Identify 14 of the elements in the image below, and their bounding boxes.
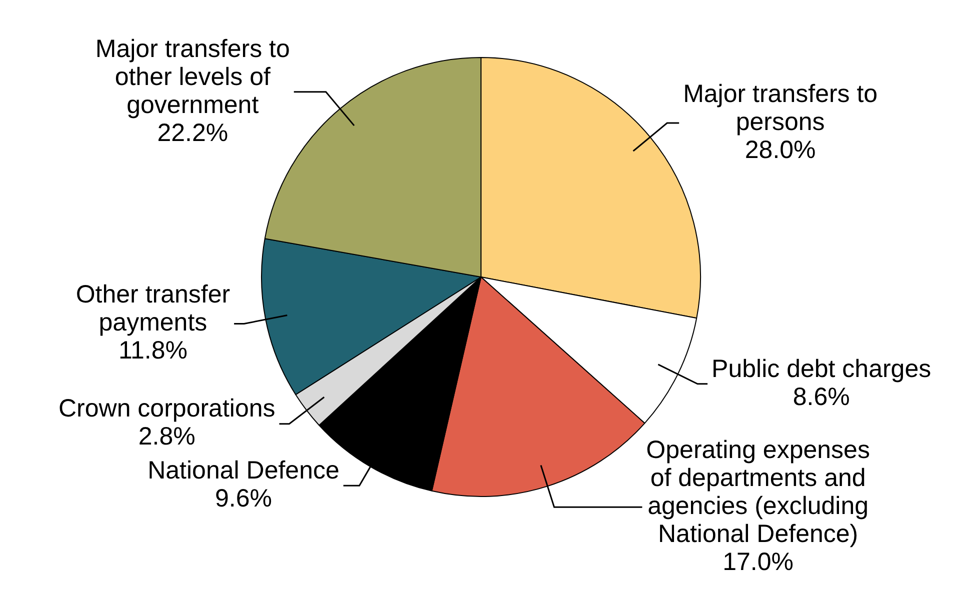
data-label: 17.0%	[722, 548, 794, 576]
data-label: 8.6%	[792, 382, 850, 411]
slice-label: Operating expenses of departments and agencies (excluding National Defence)	[646, 436, 870, 548]
slice-label: Major transfers to persons	[683, 80, 878, 136]
slice-label: Public debt charges	[712, 354, 932, 383]
data-label: 2.8%	[138, 422, 196, 451]
slice-label: Other transfer payments	[76, 280, 230, 337]
data-label: 28.0%	[744, 136, 816, 164]
slice-label: National Defence	[148, 456, 340, 485]
data-label: 9.6%	[214, 484, 272, 513]
data-label: 22.2%	[157, 118, 228, 147]
data-label: 11.8%	[118, 336, 188, 365]
slice-label: Major transfers to other levels of government	[95, 34, 290, 119]
slice-label: Crown corporations	[58, 394, 276, 423]
